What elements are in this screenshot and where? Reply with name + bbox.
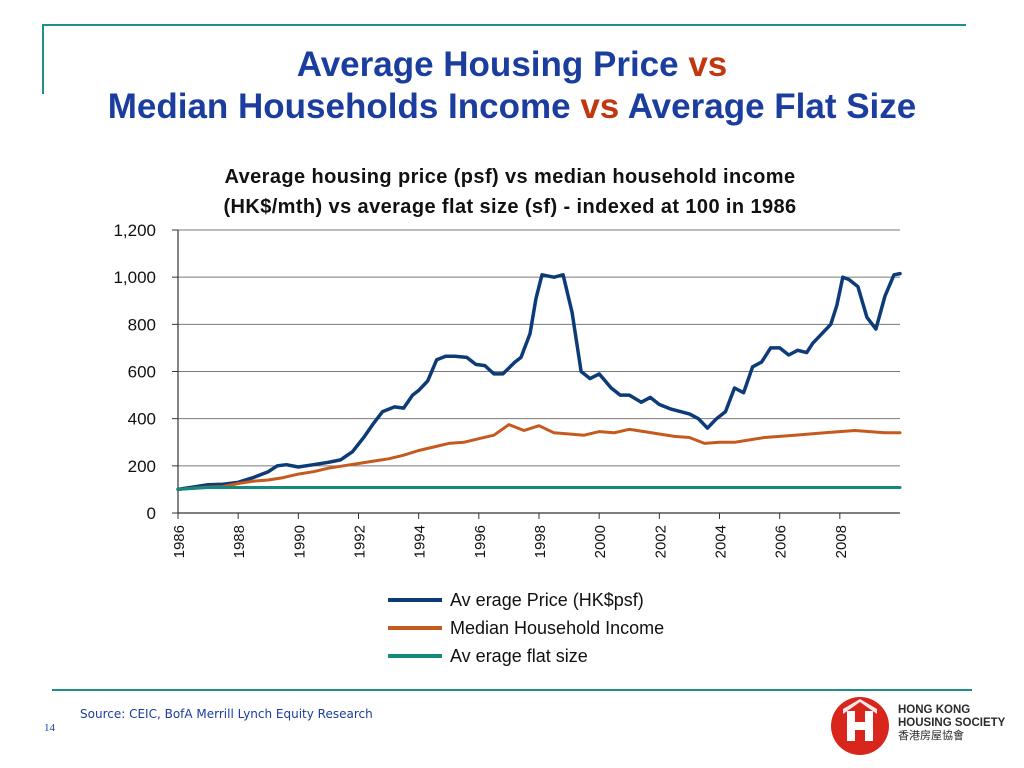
chart-title-line2: (HK$/mth) vs average flat size (sf) - in… (223, 196, 797, 218)
legend-label-flat-size: Av erage flat size (450, 645, 588, 666)
logo-text: HONG KONG HOUSING SOCIETY 香港房屋協會 (898, 704, 1005, 743)
y-tick-label: 0 (147, 504, 156, 523)
logo-text-line3: 香港房屋協會 (898, 730, 964, 742)
y-tick-label: 1,200 (113, 221, 156, 240)
x-tick-label: 1998 (532, 525, 549, 558)
x-tick-label: 2004 (713, 525, 730, 558)
bottom-rule (52, 689, 972, 691)
slide-title-part3: Average Flat Size (627, 87, 917, 126)
chart-legend: Av erage Price (HK$psf) Median Household… (388, 586, 664, 670)
series-line-3 (176, 486, 902, 491)
left-rule (42, 24, 44, 94)
y-tick-label: 600 (128, 363, 156, 382)
x-tick-label: 1990 (291, 525, 308, 558)
housing-society-logo: HONG KONG HOUSING SOCIETY 香港房屋協會 (830, 696, 1020, 760)
slide-title-line2: Median Households Income vs Average Flat… (40, 86, 984, 128)
x-tick-label: 1996 (472, 525, 489, 558)
x-tick-label: 2000 (592, 525, 609, 558)
legend-label-median-income: Median Household Income (450, 617, 665, 638)
y-tick-label: 1,000 (113, 268, 156, 287)
chart-title: Average housing price (psf) vs median ho… (100, 162, 920, 222)
slide-title-vs1: vs (688, 45, 728, 84)
x-tick-label: 2008 (833, 525, 850, 558)
housing-society-logo-icon (831, 697, 889, 755)
line-chart: 0 200 400 600 800 1,000 1,200 1986 1988 1990 1992 1… (113, 221, 902, 558)
slide-title-vs2: vs (580, 87, 620, 126)
legend-label-average-price: Av erage Price (HK$psf) (450, 589, 644, 610)
source-note: Source: CEIC, BofA Merrill Lynch Equity … (80, 707, 373, 721)
x-tick-label: 2006 (773, 525, 790, 558)
top-rule (42, 24, 966, 26)
legend-swatch-median-income (388, 626, 442, 630)
x-tick-label: 1986 (171, 525, 188, 558)
x-tick-label: 2002 (652, 525, 669, 558)
x-tick-label: 1992 (352, 525, 369, 558)
legend-item-flat-size: Av erage flat size (388, 642, 664, 670)
series-line-2 (176, 423, 902, 491)
y-tick-label: 400 (128, 410, 156, 429)
legend-item-median-income: Median Household Income (388, 614, 664, 642)
y-tick-label: 200 (128, 457, 156, 476)
slide-title-part1: Average Housing Price (296, 45, 679, 84)
x-tick-label: 1988 (231, 525, 248, 558)
slide-title-line1: Average Housing Price vs (40, 44, 984, 86)
legend-item-average-price: Av erage Price (HK$psf) (388, 586, 664, 614)
logo-text-line1: HONG KONG (898, 704, 971, 716)
slide-title-part2: Median Households Income (107, 87, 571, 126)
chart-title-line1: Average housing price (psf) vs median ho… (224, 166, 796, 188)
page-number: 14 (44, 722, 55, 734)
x-tick-label: 1994 (412, 525, 429, 558)
legend-swatch-flat-size (388, 654, 442, 658)
slide-title: Average Housing Price vs Median Househol… (40, 44, 984, 128)
series-line-1 (176, 271, 902, 492)
y-tick-label: 800 (128, 315, 156, 334)
logo-text-line2: HOUSING SOCIETY (898, 717, 1006, 729)
legend-swatch-average-price (388, 598, 442, 602)
